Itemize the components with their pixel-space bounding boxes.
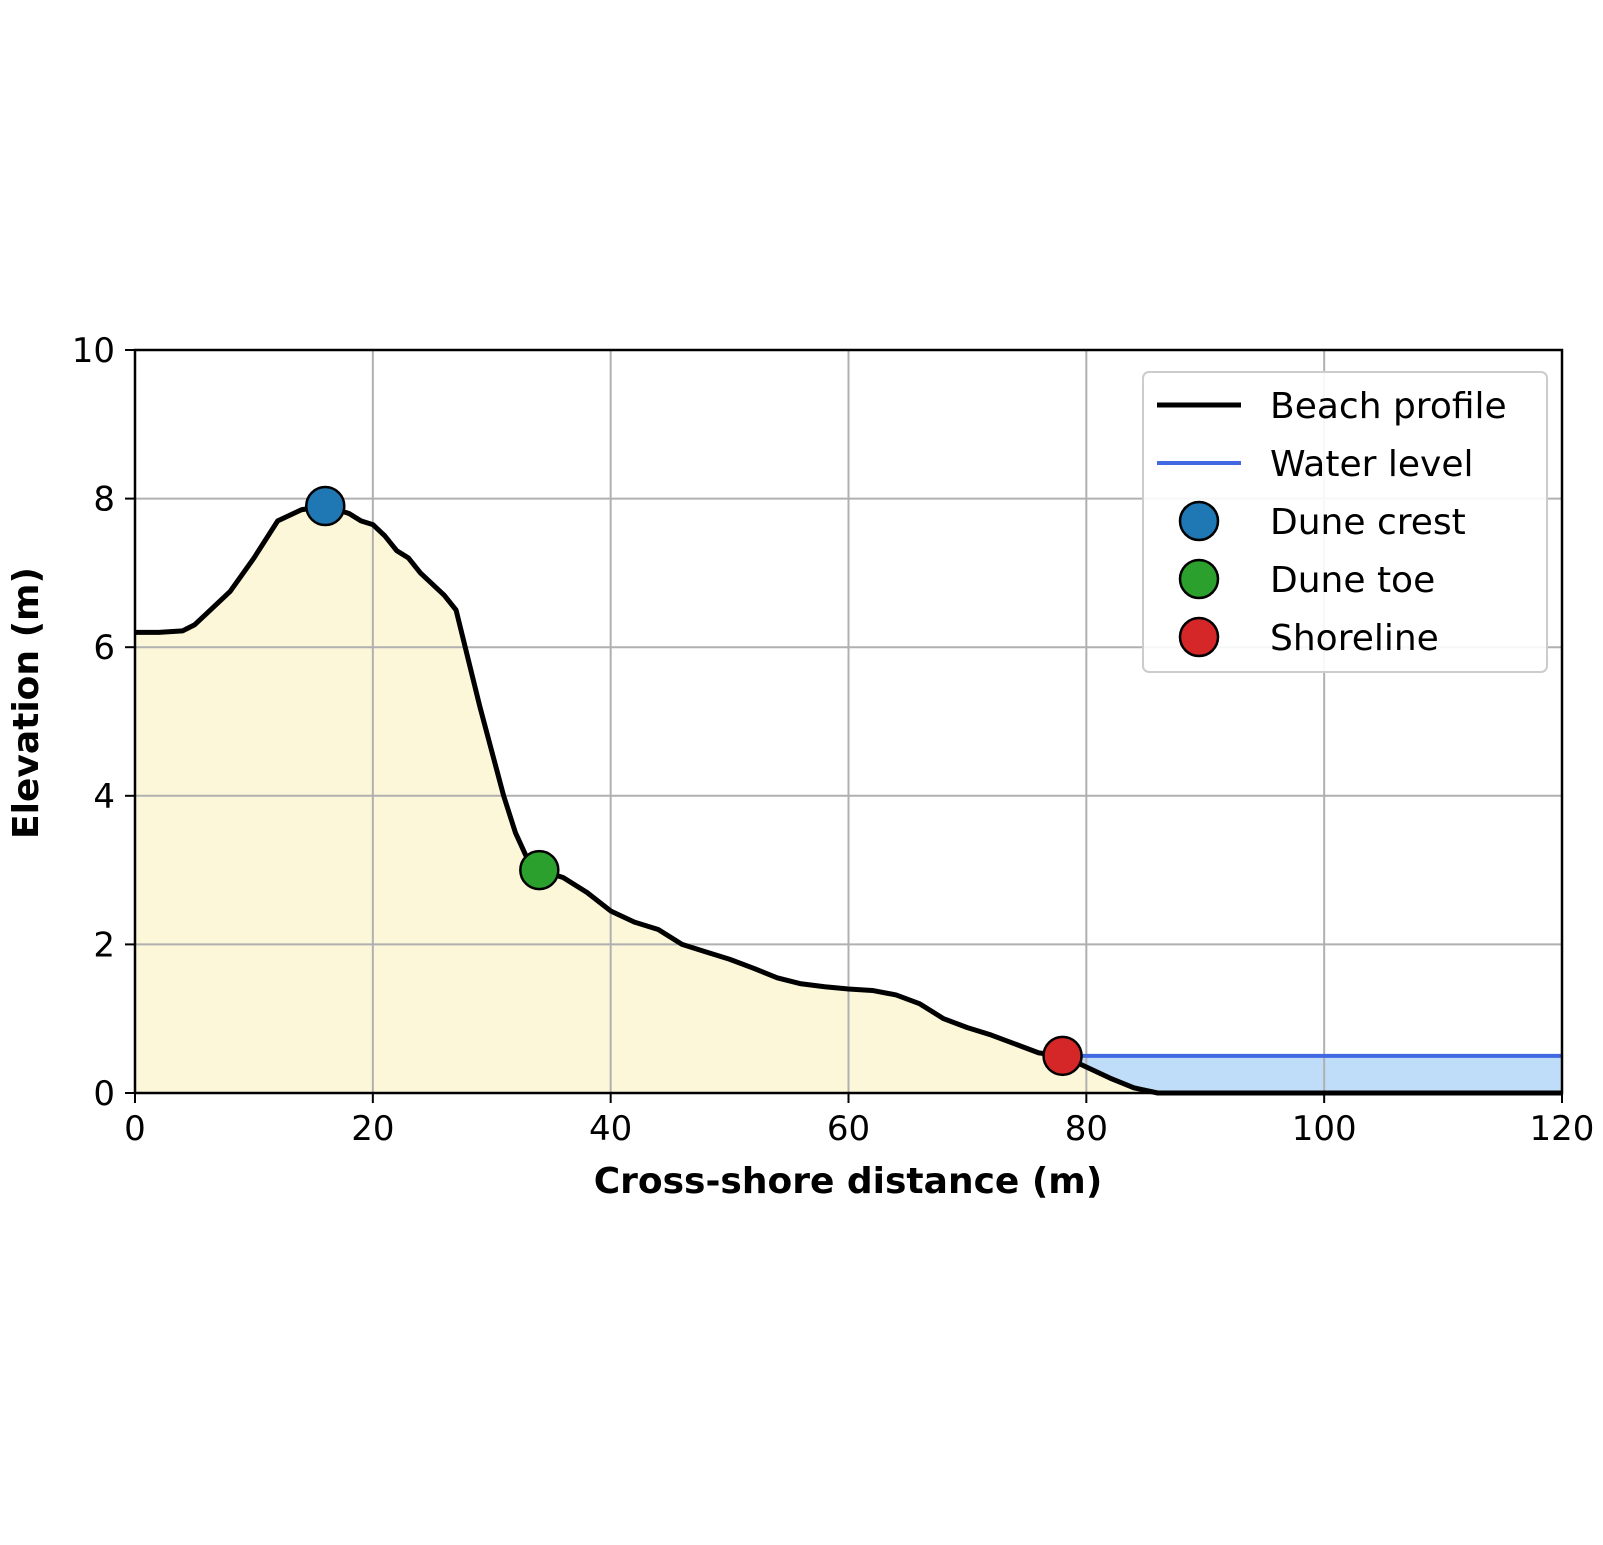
sand-fill (135, 506, 1562, 1093)
y-axis-title: Elevation (m) (6, 567, 47, 839)
x-tick-label: 100 (1292, 1109, 1357, 1149)
x-tick-label: 20 (351, 1109, 394, 1149)
legend-label-shoreline: Shoreline (1270, 618, 1439, 659)
y-tick-label: 0 (93, 1074, 115, 1114)
y-tick-label: 4 (93, 777, 115, 817)
legend-label-dune-crest: Dune crest (1270, 502, 1466, 543)
x-tick-label: 60 (827, 1109, 870, 1149)
legend-swatch-dune-toe (1178, 558, 1220, 600)
y-tick-label: 6 (93, 628, 115, 668)
legend-label-dune-toe: Dune toe (1270, 560, 1435, 601)
x-tick-label: 80 (1065, 1109, 1108, 1149)
plot-frame (133, 348, 1564, 1095)
x-tick-label: 40 (589, 1109, 632, 1149)
y-tick-label: 8 (93, 480, 115, 520)
y-tick-label: 2 (93, 925, 115, 965)
legend: Beach profile Water level Dune crest Dune t… (1142, 371, 1548, 673)
water-fill (1062, 1055, 1562, 1093)
legend-box (1142, 371, 1548, 673)
legend-label-beach-profile: Beach profile (1270, 386, 1507, 427)
dune-toe-marker (519, 849, 560, 891)
x-tick-label: 120 (1530, 1109, 1595, 1149)
legend-swatch-dune-crest (1178, 500, 1220, 542)
x-axis-title: Cross-shore distance (m) (594, 1161, 1103, 1202)
x-tick-label: 0 (124, 1109, 146, 1149)
dune-crest-marker (305, 485, 346, 527)
legend-swatch-shoreline (1178, 616, 1220, 658)
y-tick-label: 10 (72, 331, 115, 371)
legend-label-water-level: Water level (1270, 444, 1473, 485)
shoreline-marker (1042, 1035, 1083, 1077)
